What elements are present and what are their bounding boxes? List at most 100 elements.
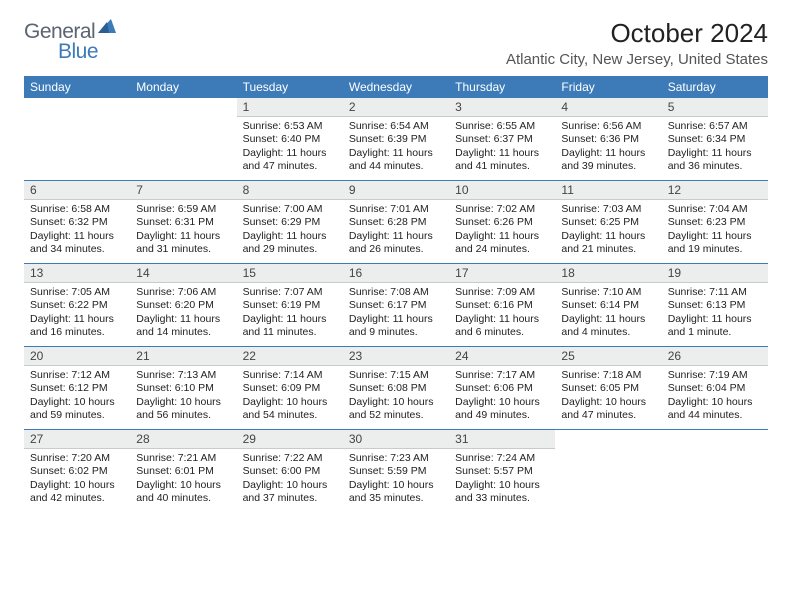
sunrise-text: Sunrise: 7:23 AM — [349, 452, 443, 465]
day-header-wednesday: Wednesday — [343, 76, 449, 98]
calendar-cell: 19Sunrise: 7:11 AMSunset: 6:13 PMDayligh… — [662, 264, 768, 346]
day-details: Sunrise: 6:57 AMSunset: 6:34 PMDaylight:… — [662, 117, 768, 180]
sunset-text: Sunset: 6:32 PM — [30, 216, 124, 229]
calendar-cell: 17Sunrise: 7:09 AMSunset: 6:16 PMDayligh… — [449, 264, 555, 346]
sunrise-text: Sunrise: 7:10 AM — [561, 286, 655, 299]
calendar-cell: 25Sunrise: 7:18 AMSunset: 6:05 PMDayligh… — [555, 347, 661, 429]
sunrise-text: Sunrise: 7:18 AM — [561, 369, 655, 382]
daynum-row: 22 — [237, 347, 343, 366]
daynum-row: 21 — [130, 347, 236, 366]
daylight-text: Daylight: 11 hours and 24 minutes. — [455, 230, 549, 257]
daylight-text: Daylight: 11 hours and 9 minutes. — [349, 313, 443, 340]
calendar-cell: 31Sunrise: 7:24 AMSunset: 5:57 PMDayligh… — [449, 430, 555, 512]
daynum-row: 28 — [130, 430, 236, 449]
day-details: Sunrise: 6:58 AMSunset: 6:32 PMDaylight:… — [24, 200, 130, 263]
day-number: 24 — [449, 347, 555, 365]
day-number: 29 — [237, 430, 343, 448]
day-number: 11 — [555, 181, 661, 199]
sunrise-text: Sunrise: 7:14 AM — [243, 369, 337, 382]
day-number: 16 — [343, 264, 449, 282]
sunrise-text: Sunrise: 7:17 AM — [455, 369, 549, 382]
daylight-text: Daylight: 11 hours and 47 minutes. — [243, 147, 337, 174]
daylight-text: Daylight: 10 hours and 35 minutes. — [349, 479, 443, 506]
daynum-row: 12 — [662, 181, 768, 200]
calendar-cell: 4Sunrise: 6:56 AMSunset: 6:36 PMDaylight… — [555, 98, 661, 180]
day-header-monday: Monday — [130, 76, 236, 98]
week-row: 6Sunrise: 6:58 AMSunset: 6:32 PMDaylight… — [24, 181, 768, 263]
calendar-cell: 5Sunrise: 6:57 AMSunset: 6:34 PMDaylight… — [662, 98, 768, 180]
day-header-friday: Friday — [555, 76, 661, 98]
day-number — [555, 430, 661, 434]
daynum-row: 4 — [555, 98, 661, 117]
daynum-row: 30 — [343, 430, 449, 449]
day-number: 18 — [555, 264, 661, 282]
daynum-row: 19 — [662, 264, 768, 283]
sunset-text: Sunset: 6:05 PM — [561, 382, 655, 395]
sunset-text: Sunset: 6:02 PM — [30, 465, 124, 478]
calendar-cell: 29Sunrise: 7:22 AMSunset: 6:00 PMDayligh… — [237, 430, 343, 512]
day-number: 6 — [24, 181, 130, 199]
calendar-cell: 3Sunrise: 6:55 AMSunset: 6:37 PMDaylight… — [449, 98, 555, 180]
daylight-text: Daylight: 10 hours and 40 minutes. — [136, 479, 230, 506]
header: General Blue October 2024 Atlantic City,… — [24, 18, 768, 68]
daynum-row: 17 — [449, 264, 555, 283]
day-number: 27 — [24, 430, 130, 448]
calendar-cell: 15Sunrise: 7:07 AMSunset: 6:19 PMDayligh… — [237, 264, 343, 346]
sunrise-text: Sunrise: 6:54 AM — [349, 120, 443, 133]
day-details: Sunrise: 7:04 AMSunset: 6:23 PMDaylight:… — [662, 200, 768, 263]
sunrise-text: Sunrise: 7:21 AM — [136, 452, 230, 465]
daynum-row: 11 — [555, 181, 661, 200]
daynum-row: 5 — [662, 98, 768, 117]
day-header-sunday: Sunday — [24, 76, 130, 98]
daynum-row: 31 — [449, 430, 555, 449]
day-details: Sunrise: 7:10 AMSunset: 6:14 PMDaylight:… — [555, 283, 661, 346]
calendar-cell: 7Sunrise: 6:59 AMSunset: 6:31 PMDaylight… — [130, 181, 236, 263]
day-details: Sunrise: 7:05 AMSunset: 6:22 PMDaylight:… — [24, 283, 130, 346]
sunrise-text: Sunrise: 7:04 AM — [668, 203, 762, 216]
day-details: Sunrise: 6:59 AMSunset: 6:31 PMDaylight:… — [130, 200, 236, 263]
calendar-cell: 24Sunrise: 7:17 AMSunset: 6:06 PMDayligh… — [449, 347, 555, 429]
day-details: Sunrise: 7:15 AMSunset: 6:08 PMDaylight:… — [343, 366, 449, 429]
daynum-row: 7 — [130, 181, 236, 200]
day-header-thursday: Thursday — [449, 76, 555, 98]
daylight-text: Daylight: 10 hours and 47 minutes. — [561, 396, 655, 423]
day-details: Sunrise: 7:18 AMSunset: 6:05 PMDaylight:… — [555, 366, 661, 429]
daynum-row: 2 — [343, 98, 449, 117]
day-details: Sunrise: 6:56 AMSunset: 6:36 PMDaylight:… — [555, 117, 661, 180]
day-number: 4 — [555, 98, 661, 116]
sunset-text: Sunset: 6:00 PM — [243, 465, 337, 478]
daylight-text: Daylight: 11 hours and 11 minutes. — [243, 313, 337, 340]
day-details: Sunrise: 7:00 AMSunset: 6:29 PMDaylight:… — [237, 200, 343, 263]
day-number: 31 — [449, 430, 555, 448]
daynum-row — [24, 98, 130, 102]
sunrise-text: Sunrise: 6:57 AM — [668, 120, 762, 133]
sunset-text: Sunset: 6:08 PM — [349, 382, 443, 395]
title-block: October 2024 Atlantic City, New Jersey, … — [506, 18, 768, 68]
calendar-cell: 26Sunrise: 7:19 AMSunset: 6:04 PMDayligh… — [662, 347, 768, 429]
day-header-saturday: Saturday — [662, 76, 768, 98]
daynum-row: 24 — [449, 347, 555, 366]
sunrise-text: Sunrise: 7:02 AM — [455, 203, 549, 216]
daynum-row: 29 — [237, 430, 343, 449]
sunset-text: Sunset: 6:29 PM — [243, 216, 337, 229]
sunrise-text: Sunrise: 7:20 AM — [30, 452, 124, 465]
logo-text-blue: Blue — [58, 40, 98, 64]
daynum-row: 13 — [24, 264, 130, 283]
day-details: Sunrise: 7:14 AMSunset: 6:09 PMDaylight:… — [237, 366, 343, 429]
calendar-cell: 18Sunrise: 7:10 AMSunset: 6:14 PMDayligh… — [555, 264, 661, 346]
day-details: Sunrise: 7:21 AMSunset: 6:01 PMDaylight:… — [130, 449, 236, 512]
daynum-row — [130, 98, 236, 102]
daylight-text: Daylight: 11 hours and 26 minutes. — [349, 230, 443, 257]
calendar-cell: 9Sunrise: 7:01 AMSunset: 6:28 PMDaylight… — [343, 181, 449, 263]
day-number: 5 — [662, 98, 768, 116]
day-number — [130, 98, 236, 102]
week-row: 1Sunrise: 6:53 AMSunset: 6:40 PMDaylight… — [24, 98, 768, 180]
day-number: 28 — [130, 430, 236, 448]
day-details: Sunrise: 7:12 AMSunset: 6:12 PMDaylight:… — [24, 366, 130, 429]
daylight-text: Daylight: 10 hours and 44 minutes. — [668, 396, 762, 423]
sunrise-text: Sunrise: 7:13 AM — [136, 369, 230, 382]
calendar-cell: 2Sunrise: 6:54 AMSunset: 6:39 PMDaylight… — [343, 98, 449, 180]
sunset-text: Sunset: 6:04 PM — [668, 382, 762, 395]
day-details: Sunrise: 6:55 AMSunset: 6:37 PMDaylight:… — [449, 117, 555, 180]
day-headers: Sunday Monday Tuesday Wednesday Thursday… — [24, 76, 768, 98]
